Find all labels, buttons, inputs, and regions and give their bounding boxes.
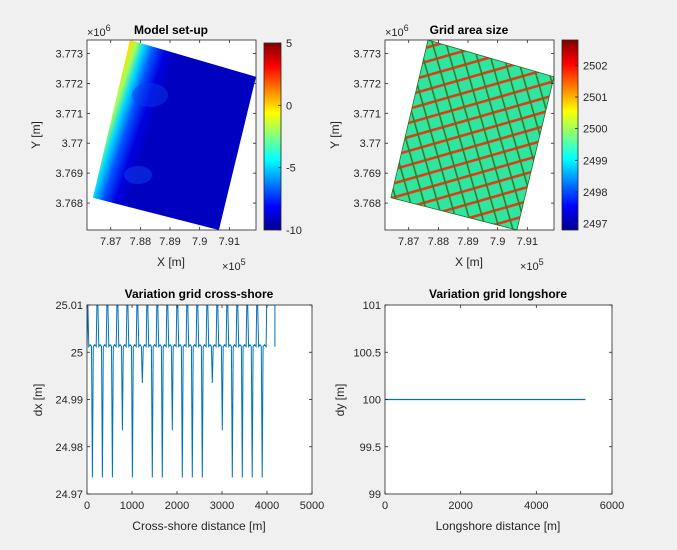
colorbar-tick-label: 2498: [583, 187, 607, 199]
y-axis-label: Y [m]: [328, 121, 342, 149]
y-exponent-base: ×10: [87, 27, 106, 39]
chart-title: Variation grid cross-shore: [125, 287, 274, 301]
y-tick-label: 3.773: [353, 48, 381, 60]
y-tick-label: 3.769: [55, 168, 83, 180]
y-tick-label: 99.5: [360, 442, 381, 454]
colorbar-tick-label: 0: [286, 100, 292, 112]
bathymetry-shoal: [124, 166, 152, 184]
y-tick-label: 100: [363, 395, 381, 407]
x-tick-label: 7.9: [192, 236, 207, 248]
y-tick-label: 3.772: [55, 78, 83, 90]
y-tick-label: 3.773: [55, 48, 83, 60]
y-axis-label: dy [m]: [333, 384, 347, 417]
y-exponent: ×106: [385, 23, 409, 39]
x-tick-label: 7.88: [428, 236, 449, 248]
x-axis-label: Longshore distance [m]: [436, 519, 561, 533]
cross-shore-panel: 0 1000 2000 3000 4000 5000 24.97 24.98 24.99 25 25…: [31, 287, 324, 533]
x-tick-label: 1000: [120, 500, 144, 512]
x-tick-label: 7.91: [517, 236, 538, 248]
y-tick-label: 100.5: [353, 347, 381, 359]
y-tick-label: 3.772: [353, 78, 381, 90]
x-axis-label: X [m]: [157, 255, 185, 269]
y-tick-label: 25: [71, 347, 83, 359]
x-tick-label: 7.9: [490, 236, 505, 248]
y-tick-label: 3.768: [353, 198, 381, 210]
colorbar-tick-label: 2499: [583, 155, 607, 167]
y-tick-label: 3.771: [55, 108, 83, 120]
y-exponent-power: 6: [106, 23, 111, 33]
colorbar: [561, 39, 579, 231]
y-exponent-base: ×10: [385, 27, 404, 39]
colorbar-tick-label: 2502: [583, 60, 607, 72]
axes-box: [384, 39, 555, 231]
x-tick-label: 7.89: [457, 236, 478, 248]
x-tick-label: 6000: [600, 500, 624, 512]
grid-cells: [390, 40, 554, 230]
y-tick-label: 3.768: [55, 198, 83, 210]
grid-area-size-panel: 7.87 7.88 7.89 7.9 7.91 3.768 3.769 3.77 3.771 3.…: [328, 23, 607, 273]
y-tick-label: 24.98: [55, 442, 83, 454]
colorbar-tick-label: 2500: [583, 124, 607, 136]
x-tick-label: 7.91: [219, 236, 240, 248]
x-exponent-base: ×10: [520, 261, 539, 273]
x-exponent-power: 5: [539, 257, 544, 267]
y-tick-label: 3.77: [360, 138, 381, 150]
x-tick-label: 2000: [165, 500, 189, 512]
x-tick-label: 3000: [210, 500, 234, 512]
y-tick-label: 101: [363, 300, 381, 312]
colorbar-tick-label: 5: [286, 38, 292, 50]
bathymetry-shoal: [132, 83, 168, 107]
x-exponent: ×105: [520, 257, 544, 273]
x-tick-label: 5000: [300, 500, 324, 512]
colorbar-tick-label: 2497: [583, 219, 607, 231]
axes-box: [86, 39, 257, 231]
x-tick-label: 7.89: [159, 236, 180, 248]
y-exponent: ×106: [87, 23, 111, 39]
y-axis-label: dx [m]: [31, 384, 45, 417]
x-tick-label: 7.88: [130, 236, 151, 248]
colorbar-tick-label: -5: [286, 163, 296, 175]
longshore-panel: 0 2000 4000 6000 99 99.5 100 100.5 101 Variation…: [333, 287, 624, 533]
y-tick-label: 24.97: [55, 489, 83, 501]
bathymetry-field: [92, 40, 256, 230]
y-tick-label: 99: [369, 489, 381, 501]
x-tick-label: 2000: [448, 500, 472, 512]
x-tick-label: 7.87: [398, 236, 419, 248]
x-axis-label: Cross-shore distance [m]: [132, 519, 265, 533]
y-axis-label: Y [m]: [29, 121, 43, 149]
x-tick-label: 7.87: [100, 236, 121, 248]
chart-title: Grid area size: [430, 23, 509, 37]
colorbar-tick-label: 2501: [583, 92, 607, 104]
x-exponent-base: ×10: [222, 261, 241, 273]
chart-title: Variation grid longshore: [429, 287, 567, 301]
x-tick-label: 0: [84, 500, 90, 512]
plot-area: [87, 305, 312, 494]
bathymetry-domain: [92, 40, 256, 230]
y-tick-label: 3.769: [353, 168, 381, 180]
colorbar-tick-label: -10: [286, 225, 302, 237]
colorbar: [263, 42, 282, 231]
y-exponent-power: 6: [404, 23, 409, 33]
x-axis-label: X [m]: [455, 255, 483, 269]
x-tick-label: 4000: [255, 500, 279, 512]
cross-shore-dx-line: [87, 305, 276, 478]
x-tick-label: 0: [382, 500, 388, 512]
y-tick-label: 3.771: [353, 108, 381, 120]
x-exponent: ×105: [222, 257, 246, 273]
y-tick-label: 24.99: [55, 395, 83, 407]
model-setup-panel: 7.87 7.88 7.89 7.9 7.91 3.768 3.769 3.77 3.771 3.…: [29, 23, 302, 273]
x-exponent-power: 5: [241, 257, 246, 267]
y-tick-label: 3.77: [62, 138, 83, 150]
grid-domain: [390, 40, 554, 230]
y-tick-label: 25.01: [55, 300, 83, 312]
x-tick-label: 4000: [524, 500, 548, 512]
chart-title: Model set-up: [134, 23, 208, 37]
